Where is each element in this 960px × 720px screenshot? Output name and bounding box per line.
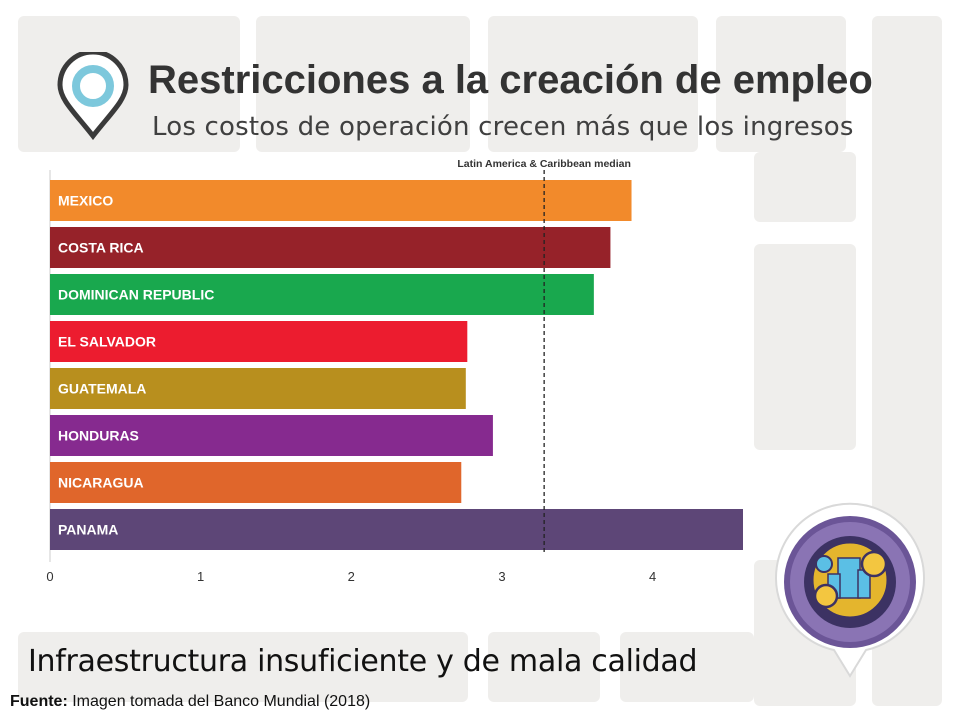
slide-subtitle: Los costos de operación crecen más que l… bbox=[152, 112, 854, 142]
x-tick-label: 2 bbox=[348, 569, 355, 584]
bar-guatemala bbox=[50, 368, 466, 409]
location-pin-icon bbox=[57, 52, 129, 140]
x-tick-label: 0 bbox=[46, 569, 53, 584]
bar-label-honduras: HONDURAS bbox=[58, 428, 139, 444]
bar-costa-rica bbox=[50, 227, 611, 268]
bar-chart: MEXICO COSTA RICA DOMINICAN REPUBLIC EL SAL… bbox=[46, 158, 743, 584]
bar-label-guatemala: GUATEMALA bbox=[58, 381, 146, 397]
source-label: Fuente: bbox=[10, 693, 68, 710]
bar-nicaragua bbox=[50, 462, 462, 503]
bar-label-costa-rica: COSTA RICA bbox=[58, 240, 144, 256]
bar-label-nicaragua: NICARAGUA bbox=[58, 475, 144, 491]
infrastructure-badge-icon bbox=[775, 502, 925, 678]
bar-panama bbox=[50, 509, 743, 550]
bar-honduras bbox=[50, 415, 493, 456]
slide-title: Restricciones a la creación de empleo bbox=[148, 58, 873, 102]
slide-caption: Infraestructura insuficiente y de mala c… bbox=[28, 644, 698, 679]
x-tick-label: 1 bbox=[197, 569, 204, 584]
x-tick-label: 3 bbox=[498, 569, 505, 584]
bar-label-panama: PANAMA bbox=[58, 522, 118, 538]
median-reference-label: Latin America & Caribbean median bbox=[457, 158, 631, 170]
source-text: Imagen tomada del Banco Mundial (2018) bbox=[67, 693, 371, 710]
source-note: Fuente: Imagen tomada del Banco Mundial … bbox=[10, 693, 370, 711]
bar-el-salvador bbox=[50, 321, 468, 362]
bar-mexico bbox=[50, 180, 632, 221]
x-tick-label: 4 bbox=[649, 569, 656, 584]
bar-label-dominican-republic: DOMINICAN REPUBLIC bbox=[58, 287, 214, 303]
bar-label-mexico: MEXICO bbox=[58, 193, 113, 209]
bar-dominican-republic bbox=[50, 274, 594, 315]
bar-label-el-salvador: EL SALVADOR bbox=[58, 334, 156, 350]
